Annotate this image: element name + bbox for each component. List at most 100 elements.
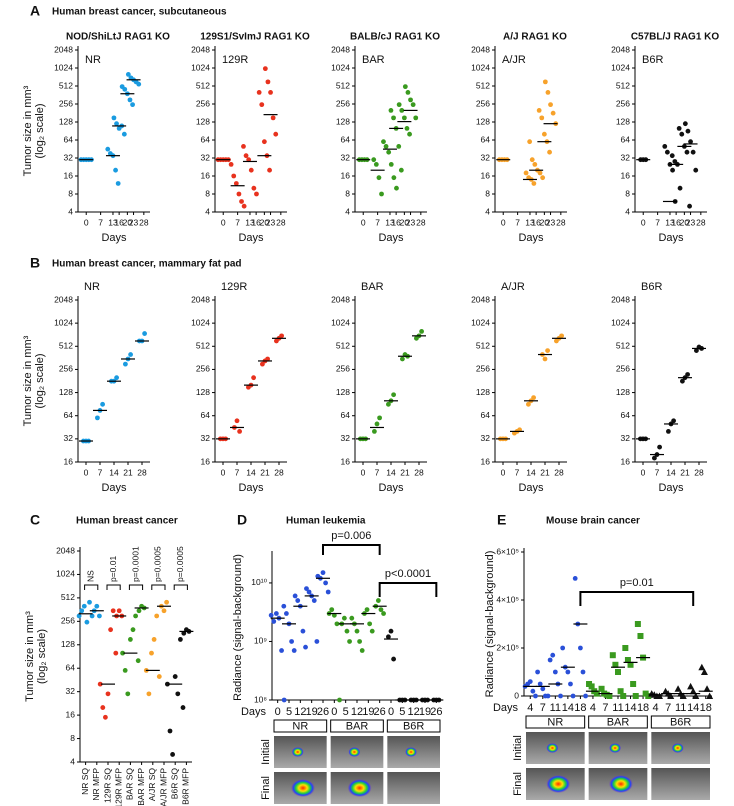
data-point (583, 693, 588, 699)
y-tick-label: 64 (481, 134, 491, 144)
y-tick-label: 256 (336, 364, 350, 374)
data-point (81, 603, 87, 609)
y-tick-label: 512 (59, 341, 73, 351)
data-point (323, 580, 328, 586)
x-axis-label: Days (238, 482, 264, 494)
group-box (525, 715, 586, 729)
x-axis-label: Days (518, 232, 544, 244)
group-box (330, 719, 384, 733)
data-point (388, 628, 394, 634)
x-tick-label: 14 (246, 467, 256, 477)
data-point (349, 615, 355, 621)
data-point (606, 693, 613, 699)
data-point (127, 97, 133, 103)
x-tick-label: 21 (540, 467, 550, 477)
x-tick-label: 16 (671, 217, 681, 227)
x-tick-label: 21 (680, 467, 690, 477)
data-point (537, 681, 543, 687)
data-point (146, 691, 152, 697)
y-tick-label: 512 (616, 80, 630, 90)
y-tick-label: 4 (345, 206, 350, 216)
data-point (391, 656, 396, 662)
data-point (136, 81, 142, 87)
y-tick-label: 128 (476, 116, 490, 126)
data-point (121, 131, 127, 137)
x-tick-label: 129R MFP (113, 768, 123, 806)
x-tick-label: 28 (556, 217, 566, 227)
data-point (383, 144, 389, 149)
data-point (100, 401, 105, 407)
y-tick-label: 128 (616, 116, 630, 126)
data-point (410, 102, 416, 108)
y-tick-label: 8 (345, 188, 350, 198)
x-axis-label: Days (493, 702, 519, 714)
data-point (547, 149, 552, 155)
y-tick-label: 0 (514, 690, 519, 700)
data-point (391, 392, 396, 398)
x-tick-label: 21 (123, 467, 133, 477)
x-tick-label: 0 (388, 706, 394, 718)
image-signal (347, 779, 372, 797)
y-tick-label: 16 (481, 456, 491, 466)
annotation: NS (85, 570, 95, 582)
image-row-label: Final (260, 776, 272, 800)
y-axis-label: Radiance (signal-background) (484, 551, 496, 698)
data-point (105, 691, 111, 697)
data-point (536, 108, 542, 113)
data-point (378, 607, 384, 613)
data-point (261, 139, 267, 145)
x-tick-label: 7 (98, 217, 103, 227)
data-point (241, 144, 246, 149)
x-tick-label: 26 (374, 706, 386, 718)
data-point (542, 356, 548, 362)
y-axis-label: Tumor size in mm³ (24, 611, 36, 702)
annotation: p=0.006 (331, 530, 371, 542)
x-tick-label: 7 (375, 217, 380, 227)
x-tick-label: 26 (317, 706, 329, 718)
data-point (306, 589, 312, 595)
data-point (122, 86, 128, 92)
data-point (128, 352, 134, 357)
data-point (693, 167, 699, 173)
y-tick-label: 2048 (611, 294, 630, 304)
data-point (419, 328, 424, 334)
x-tick-label: 5 (399, 706, 405, 718)
x-axis-label: Days (378, 482, 404, 494)
data-point (248, 167, 254, 173)
data-point (311, 598, 317, 603)
y-tick-label: 10⁹ (254, 636, 267, 646)
data-point (110, 608, 116, 614)
y-tick-label: 1024 (611, 317, 630, 327)
x-axis-label: Days (238, 232, 264, 244)
data-point (669, 153, 675, 159)
data-point (239, 199, 244, 204)
y-tick-label: 2048 (331, 44, 350, 54)
x-tick-label: 0 (641, 217, 646, 227)
image-signal (405, 747, 418, 757)
y-tick-label: 16 (341, 456, 351, 466)
x-tick-label: B6R SQ (169, 768, 179, 800)
data-point (122, 668, 128, 673)
data-point (233, 181, 239, 186)
x-tick-label: 28 (137, 467, 147, 477)
data-point (404, 126, 410, 131)
y-tick-label: 16 (481, 170, 491, 180)
x-tick-label: A/JR SQ (147, 768, 157, 801)
y-tick-label: 32 (621, 433, 631, 443)
bracket (322, 544, 381, 555)
data-point (359, 648, 365, 653)
y-tick-label: 1024 (331, 317, 350, 327)
y-tick-label: 1024 (191, 62, 210, 72)
chart-title: Mouse brain cancer (546, 516, 640, 527)
image-signal (291, 747, 304, 757)
data-point (105, 146, 111, 152)
chart-label: BAR (362, 54, 385, 66)
data-point (170, 752, 176, 757)
y-tick-label: 128 (59, 116, 73, 126)
image-signal (546, 775, 571, 793)
group-label: B6R (670, 716, 691, 728)
data-point (303, 644, 308, 650)
data-point (161, 608, 167, 614)
x-tick-label: 16 (114, 217, 124, 227)
x-tick-label: 14 (386, 467, 396, 477)
